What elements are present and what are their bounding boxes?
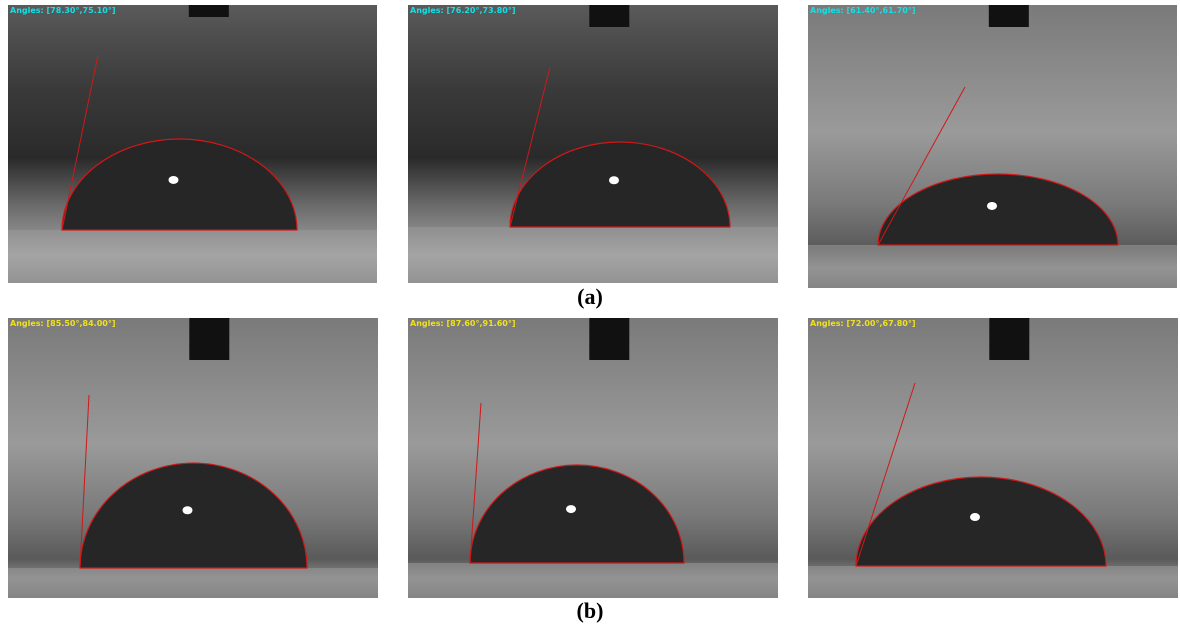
angle-label: Angles: [78.30°,75.10°] xyxy=(10,6,116,15)
angle-label: Angles: [87.60°,91.60°] xyxy=(410,319,516,328)
substrate xyxy=(408,227,778,283)
droplet-photo: Angles: [76.20°,73.80°] xyxy=(408,5,778,283)
highlight xyxy=(169,176,179,184)
substrate xyxy=(8,568,378,598)
droplet-photo: Angles: [85.50°,84.00°] xyxy=(8,318,378,598)
droplet-photo: Angles: [78.30°,75.10°] xyxy=(8,5,377,283)
highlight xyxy=(183,506,193,514)
angle-label: Angles: [61.40°,61.70°] xyxy=(810,6,916,15)
substrate xyxy=(808,245,1177,288)
needle xyxy=(989,5,1029,27)
highlight xyxy=(970,513,980,521)
substrate xyxy=(8,230,377,283)
needle xyxy=(589,5,629,27)
caption: (b) xyxy=(540,598,640,624)
needle xyxy=(989,318,1029,360)
substrate xyxy=(408,563,778,598)
highlight xyxy=(566,505,576,513)
highlight xyxy=(609,176,619,184)
angle-label: Angles: [72.00°,67.80°] xyxy=(810,319,916,328)
droplet-photo: Angles: [61.40°,61.70°] xyxy=(808,5,1177,288)
angle-label: Angles: [85.50°,84.00°] xyxy=(10,319,116,328)
caption: (a) xyxy=(540,284,640,310)
figure: Angles: [78.30°,75.10°] Angles: [76.20°,7… xyxy=(0,0,1180,628)
angle-label: Angles: [76.20°,73.80°] xyxy=(410,6,516,15)
droplet-photo: Angles: [87.60°,91.60°] xyxy=(408,318,778,598)
droplet-photo: Angles: [72.00°,67.80°] xyxy=(808,318,1178,598)
needle xyxy=(189,318,229,360)
substrate xyxy=(808,566,1178,598)
needle xyxy=(189,5,229,17)
highlight xyxy=(987,202,997,210)
needle xyxy=(589,318,629,360)
